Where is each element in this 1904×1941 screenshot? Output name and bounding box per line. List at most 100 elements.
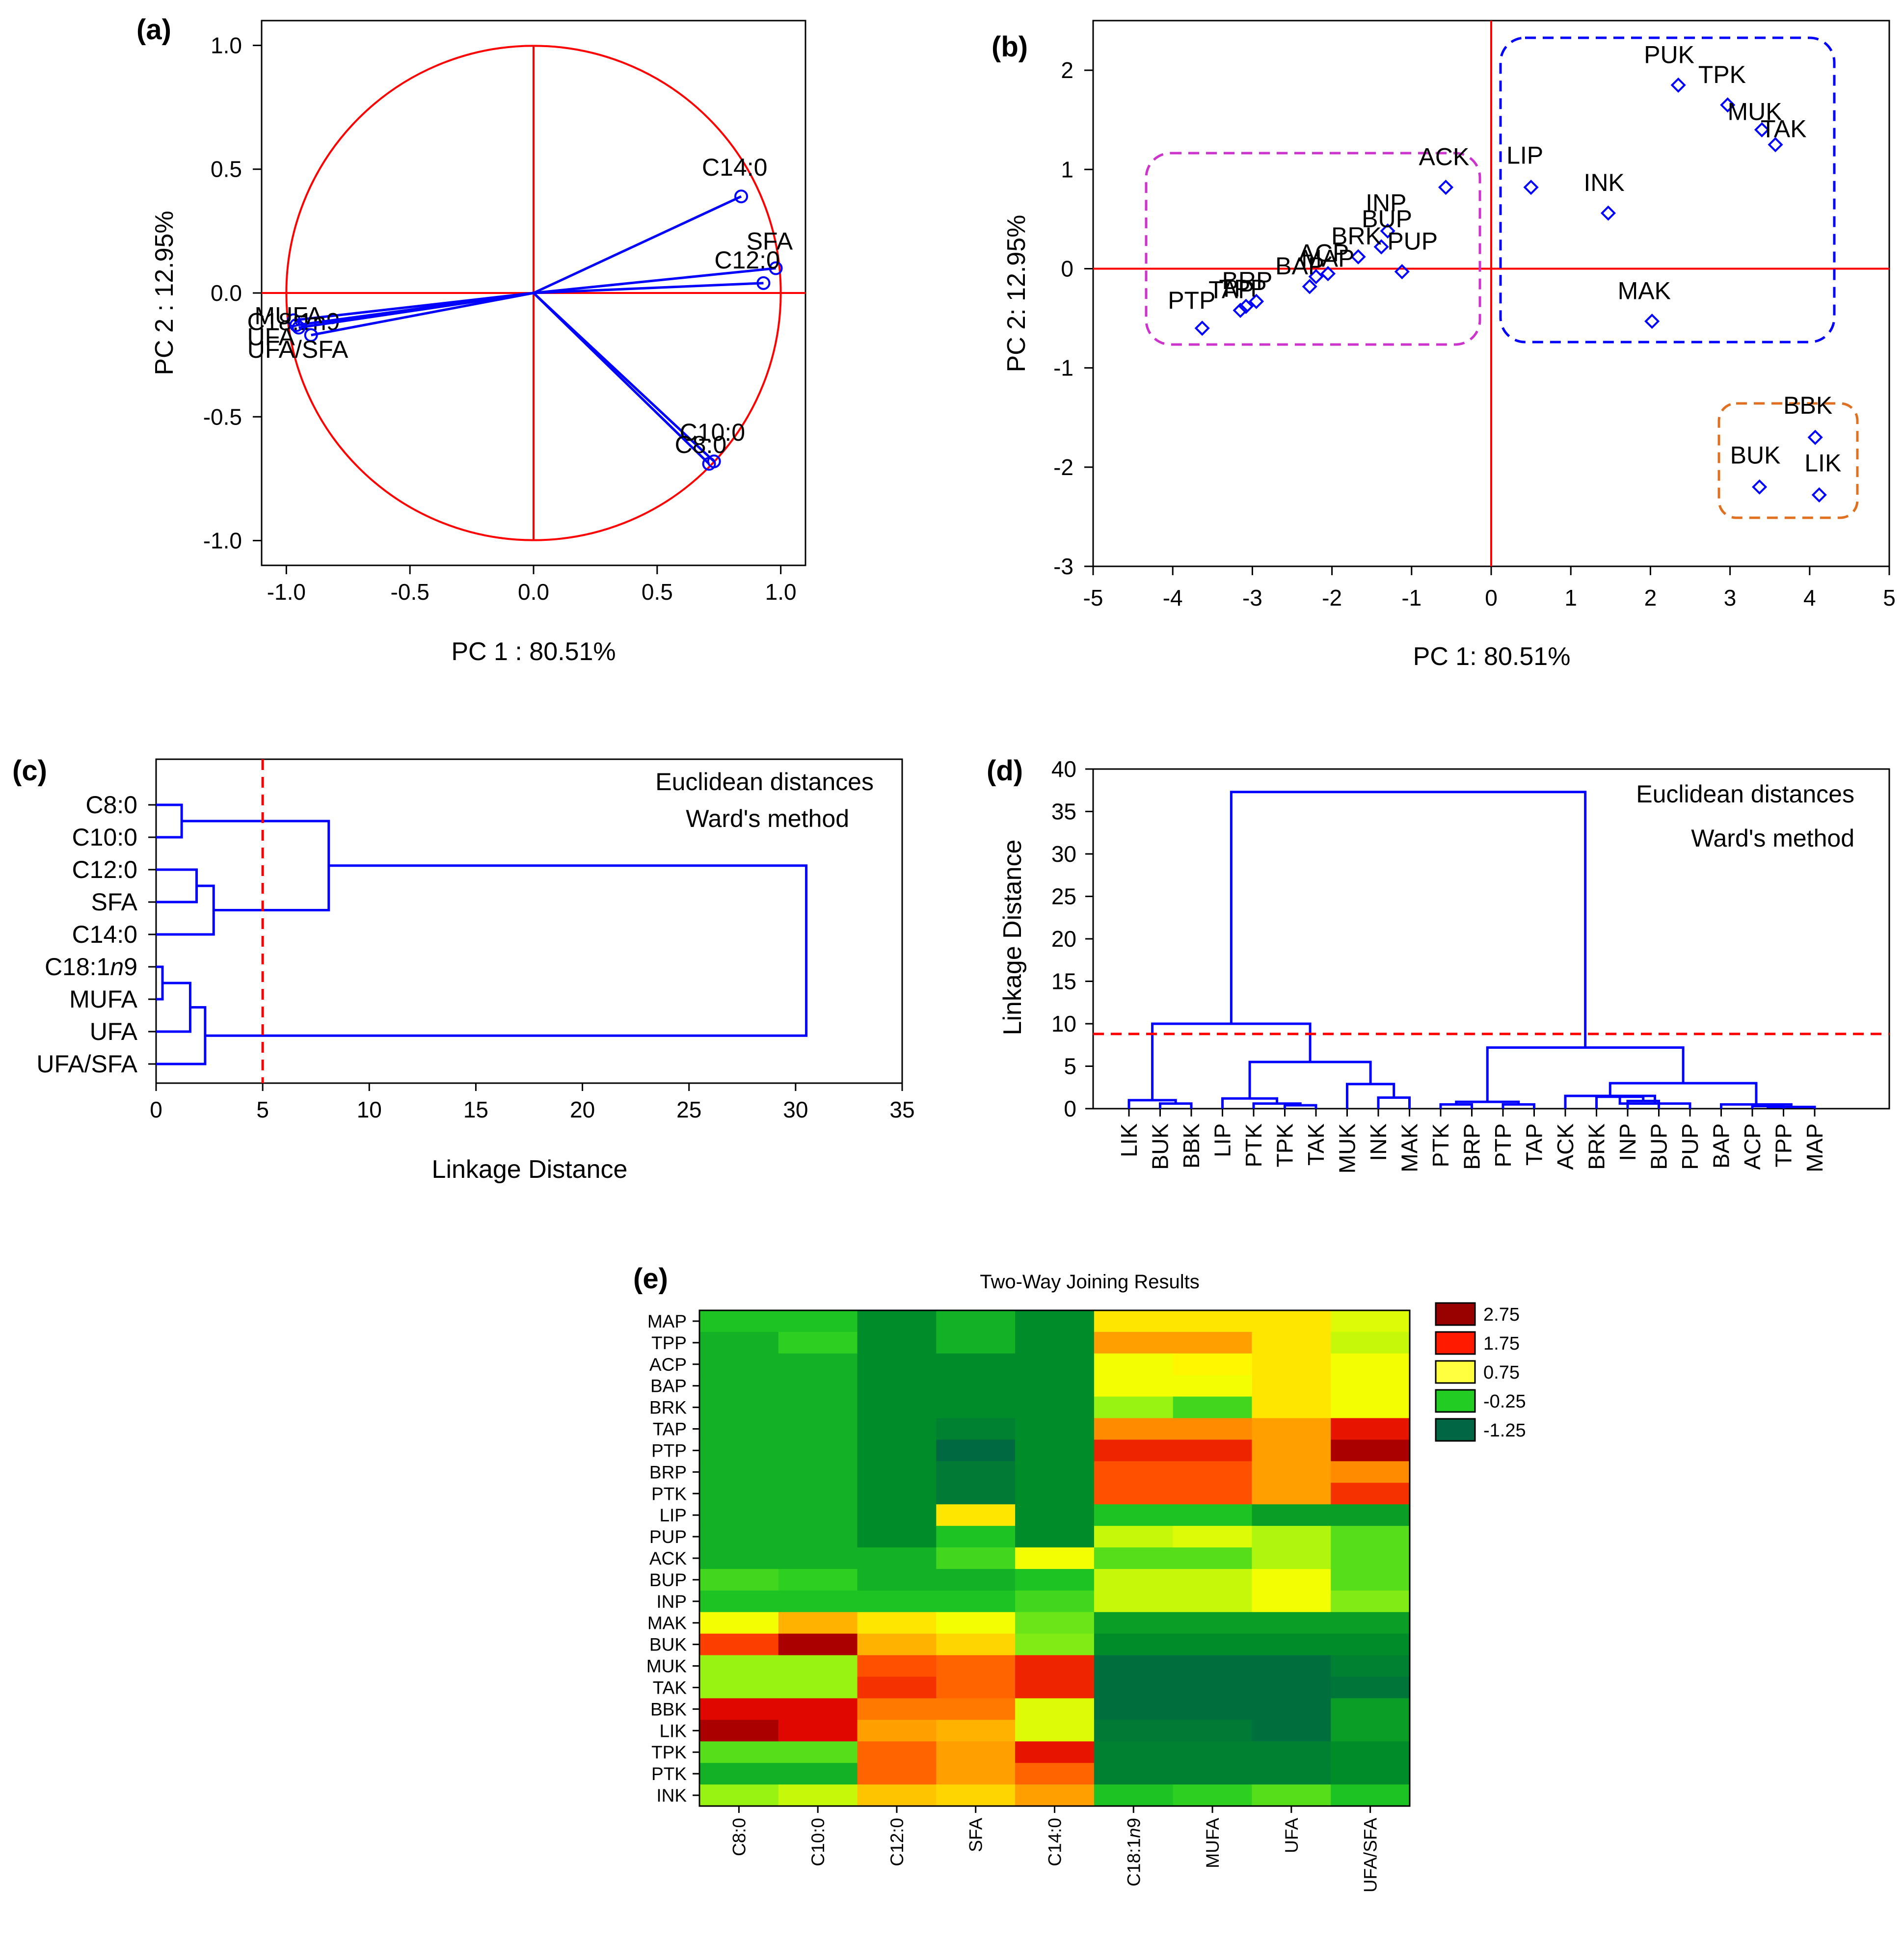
score-point xyxy=(1720,97,1736,113)
row-label: INP xyxy=(656,1592,687,1612)
y-tick-label: 25 xyxy=(1051,884,1076,909)
heatmap-cell xyxy=(1331,1590,1410,1613)
loading-vector xyxy=(533,282,764,294)
panel-c-plot-area xyxy=(155,758,903,1084)
panel-e-tag: (e) xyxy=(633,1263,668,1295)
heatmap-cell xyxy=(1173,1590,1253,1613)
score-label: BBK xyxy=(1783,392,1832,419)
heatmap-cell xyxy=(1331,1569,1410,1591)
leaf-label: BAP xyxy=(1709,1123,1734,1169)
heatmap-cell xyxy=(1173,1375,1253,1397)
x-tick-label: 2 xyxy=(1644,585,1657,611)
cluster-box-magenta xyxy=(1145,152,1481,346)
x-tick-label: 4 xyxy=(1803,585,1816,611)
panel-d-plot-area xyxy=(1092,768,1890,1110)
leaf-label: ACP xyxy=(1740,1123,1765,1170)
heatmap-cell xyxy=(1173,1310,1253,1332)
score-label: LIP xyxy=(1506,142,1543,169)
leaf-label: C12:0 xyxy=(72,856,137,883)
heatmap-cell xyxy=(1094,1698,1174,1720)
leaf-label: TAP xyxy=(1522,1123,1547,1166)
heatmap-cell xyxy=(936,1569,1016,1591)
loading-label: UFA/SFA xyxy=(247,336,349,363)
heatmap-cell xyxy=(1331,1698,1410,1720)
heatmap-cell xyxy=(699,1310,779,1332)
row-label: BUK xyxy=(649,1635,687,1655)
heatmap-cell xyxy=(857,1655,937,1677)
heatmap-cell xyxy=(857,1483,937,1505)
leaf-label: TAK xyxy=(1303,1123,1329,1166)
y-tick-label: 2 xyxy=(1061,57,1073,83)
heatmap-cell xyxy=(936,1504,1016,1526)
heatmap-cell xyxy=(1173,1763,1253,1785)
heatmap-cell xyxy=(778,1396,858,1419)
score-point xyxy=(1394,264,1410,280)
heatmap-cell xyxy=(936,1439,1016,1462)
x-tick-label: 25 xyxy=(676,1097,701,1122)
heatmap-cell xyxy=(1015,1418,1095,1440)
heatmap-cell xyxy=(1015,1612,1095,1634)
col-label: MUFA xyxy=(1203,1818,1223,1868)
heatmap-cell xyxy=(699,1483,779,1505)
score-point xyxy=(1248,293,1264,309)
heatmap-cell xyxy=(1015,1655,1095,1677)
x-tick-label: -0.5 xyxy=(391,579,429,605)
row-label: TPP xyxy=(651,1333,687,1353)
heatmap-cell xyxy=(1173,1461,1253,1483)
heatmap-cell xyxy=(699,1590,779,1613)
x-tick-label: -3 xyxy=(1242,585,1262,611)
x-tick-label: 35 xyxy=(889,1097,914,1122)
score-label: TPP xyxy=(1219,274,1266,302)
heatmap-cell xyxy=(778,1612,858,1634)
heatmap-cell xyxy=(778,1461,858,1483)
heatmap-cell xyxy=(1331,1504,1410,1526)
heatmap-cell xyxy=(1094,1375,1174,1397)
dendrogram-link xyxy=(156,868,198,904)
row-label: BAP xyxy=(650,1376,687,1396)
heatmap-cell xyxy=(1331,1763,1410,1785)
heatmap-cell xyxy=(1331,1633,1410,1656)
heatmap-cell xyxy=(778,1310,858,1332)
panel-c-variable-dendrogram: (c) 0 5 10 15 20 25 30 35 C8:0 C10:0 C12:0 SFA C14:… xyxy=(12,755,915,1184)
score-point xyxy=(1238,298,1254,314)
y-tick-label: 1.0 xyxy=(211,32,242,58)
leaf-label: BUP xyxy=(1646,1123,1672,1170)
col-label: C14:0 xyxy=(1045,1818,1065,1866)
heatmap-cell xyxy=(1094,1655,1174,1677)
heatmap-cell xyxy=(1015,1439,1095,1462)
x-tick-label: -1.0 xyxy=(267,579,306,605)
heatmap-cell xyxy=(936,1698,1016,1720)
heatmap-cell xyxy=(699,1375,779,1397)
heatmap-cell xyxy=(1252,1483,1331,1505)
heatmap-cell xyxy=(1252,1590,1331,1613)
heatmap-cell xyxy=(936,1418,1016,1440)
heatmap-cell xyxy=(699,1763,779,1785)
score-point xyxy=(1754,122,1770,137)
col-label: C10:0 xyxy=(808,1818,828,1866)
x-tick-label: 3 xyxy=(1724,585,1737,611)
heatmap-cell xyxy=(778,1418,858,1440)
heatmap-cell xyxy=(1331,1396,1410,1419)
heatmap-cell xyxy=(1331,1547,1410,1569)
heatmap-cell xyxy=(699,1418,779,1440)
row-label: INK xyxy=(656,1785,687,1806)
heatmap-cell xyxy=(699,1633,779,1656)
y-tick-label: 5 xyxy=(1064,1054,1076,1079)
heatmap-cell xyxy=(778,1353,858,1376)
row-label: PTP xyxy=(651,1440,687,1461)
leaf-label: TPK xyxy=(1272,1123,1298,1168)
heatmap-cell xyxy=(699,1612,779,1634)
panel-c-x-axis-label: Linkage Distance xyxy=(432,1155,628,1184)
heatmap-cell xyxy=(936,1396,1016,1419)
heatmap-cell xyxy=(778,1655,858,1677)
score-label: INP xyxy=(1366,189,1406,217)
cluster-box-orange xyxy=(1717,402,1859,519)
heatmap-cell xyxy=(1331,1676,1410,1699)
heatmap-cell xyxy=(1331,1741,1410,1763)
loading-label: C14:0 xyxy=(702,154,767,181)
heatmap-cell xyxy=(1094,1526,1174,1548)
heatmap-cell xyxy=(778,1331,858,1354)
heatmap-cell xyxy=(1015,1331,1095,1354)
x-tick-label: 5 xyxy=(256,1097,269,1122)
heatmap-cell xyxy=(699,1655,779,1677)
